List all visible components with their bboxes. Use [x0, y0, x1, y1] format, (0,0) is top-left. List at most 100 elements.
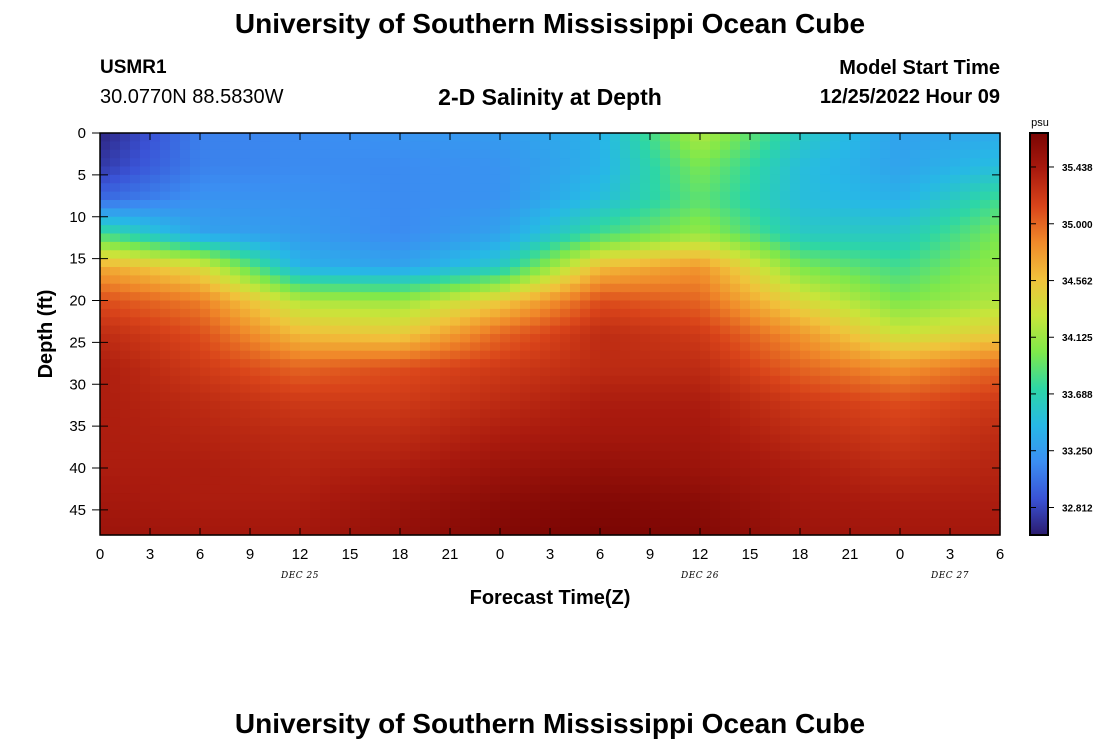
- heatmap-cell: [290, 275, 301, 285]
- station-coordinates: 30.0770N 88.5830W: [100, 86, 284, 108]
- heatmap-cell: [730, 401, 741, 410]
- heatmap-cell: [990, 426, 1001, 436]
- heatmap-cell: [520, 350, 531, 360]
- heatmap-cell: [370, 426, 381, 436]
- heatmap-cell: [970, 484, 981, 494]
- heatmap-cell: [330, 174, 341, 184]
- heatmap-cell: [650, 451, 661, 461]
- heatmap-cell: [100, 250, 111, 260]
- heatmap-cell: [230, 200, 241, 209]
- heatmap-cell: [130, 367, 141, 377]
- heatmap-cell: [350, 409, 361, 419]
- heatmap-cell: [990, 275, 1001, 285]
- colorbar-tick-label: 32.812: [1062, 504, 1093, 515]
- heatmap-cell: [110, 493, 121, 503]
- heatmap-cell: [670, 258, 681, 268]
- heatmap-cell: [770, 200, 781, 209]
- heatmap-cell: [790, 493, 801, 503]
- heatmap-cell: [930, 384, 941, 394]
- y-tick-label: 5: [78, 167, 86, 184]
- heatmap-cell: [420, 191, 431, 201]
- heatmap-cell: [800, 317, 811, 327]
- heatmap-cell: [950, 191, 961, 201]
- heatmap-cell: [170, 208, 181, 218]
- heatmap-cell: [320, 459, 331, 469]
- heatmap-cell: [440, 191, 451, 201]
- heatmap-cell: [530, 241, 541, 251]
- heatmap-cell: [930, 308, 941, 318]
- heatmap-cell: [990, 451, 1001, 461]
- heatmap-cell: [480, 216, 491, 226]
- heatmap-cell: [740, 509, 751, 519]
- heatmap-cell: [600, 476, 611, 486]
- heatmap-cell: [190, 367, 201, 377]
- heatmap-cell: [270, 183, 281, 193]
- heatmap-cell: [400, 375, 411, 385]
- heatmap-cell: [820, 225, 831, 235]
- heatmap-cell: [170, 149, 181, 159]
- heatmap-cell: [810, 225, 821, 235]
- heatmap-cell: [320, 451, 331, 461]
- heatmap-cell: [250, 409, 261, 419]
- heatmap-cell: [240, 258, 251, 268]
- heatmap-cell: [320, 166, 331, 176]
- heatmap-cell: [450, 317, 461, 327]
- heatmap-cell: [400, 417, 411, 427]
- heatmap-cell: [470, 233, 481, 243]
- heatmap-cell: [220, 149, 231, 159]
- heatmap-cell: [390, 468, 401, 477]
- heatmap-cell: [120, 158, 131, 168]
- heatmap-cell: [770, 317, 781, 327]
- heatmap-cell: [280, 258, 291, 268]
- heatmap-cell: [850, 141, 861, 151]
- heatmap-cell: [420, 141, 431, 151]
- heatmap-cell: [960, 426, 971, 436]
- heatmap-cell: [830, 518, 841, 528]
- heatmap-cell: [920, 493, 931, 503]
- heatmap-cell: [100, 216, 111, 226]
- heatmap-cell: [950, 501, 961, 511]
- heatmap-cell: [640, 334, 651, 343]
- heatmap-cell: [560, 409, 571, 419]
- heatmap-cell: [220, 141, 231, 151]
- heatmap-cell: [170, 468, 181, 477]
- heatmap-cell: [320, 501, 331, 511]
- heatmap-cell: [820, 518, 831, 528]
- heatmap-cell: [490, 258, 501, 268]
- heatmap-cell: [350, 191, 361, 201]
- heatmap-cell: [420, 174, 431, 184]
- heatmap-cell: [430, 384, 441, 394]
- heatmap-cell: [330, 216, 341, 226]
- heatmap-cell: [230, 501, 241, 511]
- heatmap-cell: [540, 325, 551, 335]
- heatmap-cell: [110, 501, 121, 511]
- heatmap-cell: [640, 325, 651, 335]
- heatmap-cell: [590, 191, 601, 201]
- heatmap-cell: [370, 308, 381, 318]
- heatmap-cell: [360, 392, 371, 402]
- heatmap-cell: [490, 367, 501, 377]
- heatmap-cell: [830, 233, 841, 243]
- heatmap-cell: [190, 133, 201, 142]
- heatmap-cell: [410, 484, 421, 494]
- heatmap-cell: [720, 216, 731, 226]
- heatmap-cell: [290, 225, 301, 235]
- heatmap-cell: [330, 417, 341, 427]
- heatmap-cell: [560, 334, 571, 343]
- heatmap-cell: [720, 292, 731, 302]
- heatmap-cell: [120, 141, 131, 151]
- heatmap-cell: [160, 191, 171, 201]
- heatmap-cell: [260, 325, 271, 335]
- heatmap-cell: [620, 342, 631, 352]
- heatmap-cell: [290, 451, 301, 461]
- heatmap-cell: [540, 216, 551, 226]
- heatmap-cell: [360, 375, 371, 385]
- heatmap-cell: [200, 417, 211, 427]
- heatmap-cell: [970, 283, 981, 293]
- heatmap-cell: [800, 308, 811, 318]
- heatmap-cell: [280, 334, 291, 343]
- heatmap-cell: [190, 325, 201, 335]
- heatmap-cell: [870, 216, 881, 226]
- heatmap-cell: [270, 283, 281, 293]
- heatmap-cell: [440, 493, 451, 503]
